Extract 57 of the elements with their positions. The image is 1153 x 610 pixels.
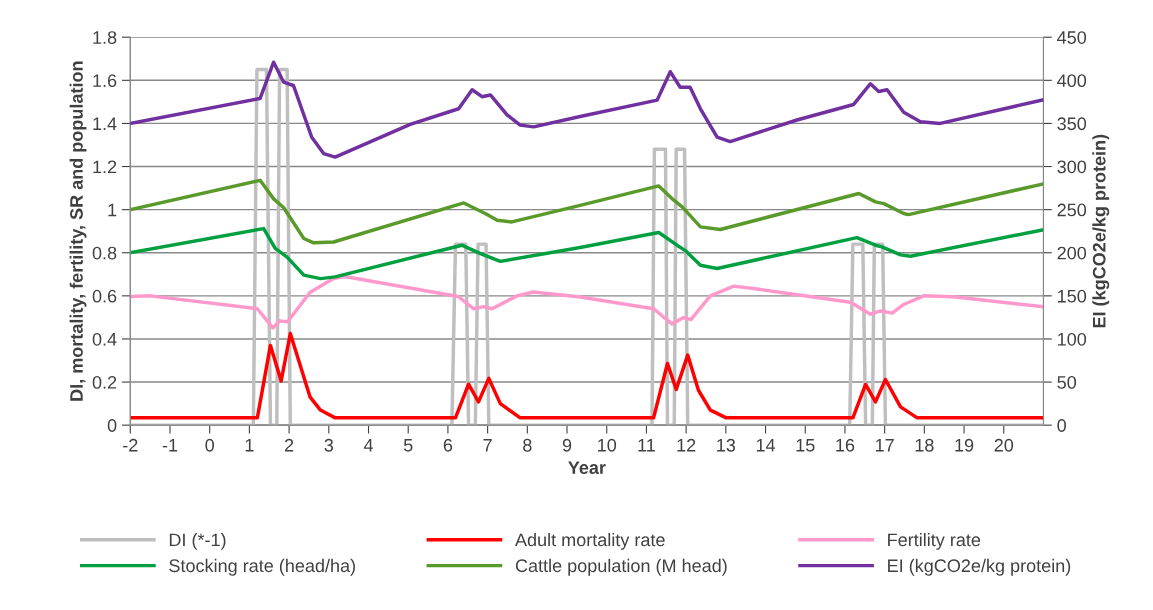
legend-label: Fertility rate bbox=[888, 533, 981, 550]
x-tick-label: 20 bbox=[994, 438, 1014, 452]
y-tick-label: 1.4 bbox=[93, 117, 117, 130]
x-tick-label: 3 bbox=[324, 438, 334, 452]
y-tick-label: 0.8 bbox=[92, 246, 117, 260]
y2-tick-label: 200 bbox=[1057, 246, 1087, 260]
y-tick-label: 0.2 bbox=[92, 376, 117, 389]
y2-tick-label: 100 bbox=[1058, 332, 1087, 346]
legend-label: Adult mortality rate bbox=[515, 533, 665, 550]
line-series bbox=[130, 178, 1044, 245]
y2-axis-title: EI (kgCO2e/kg protein) bbox=[1092, 134, 1110, 328]
legend-label: Stocking rate (head/ha) bbox=[169, 558, 355, 576]
x-tick-label: 4 bbox=[363, 439, 373, 452]
x-tick-label: -1 bbox=[162, 439, 178, 452]
x-axis-title: Year bbox=[568, 461, 606, 475]
x-tick-label: 8 bbox=[523, 438, 532, 452]
legend-label: Cattle population (M head) bbox=[515, 558, 727, 576]
y-axis-title: DI, mortality, fertility, SR and population bbox=[69, 61, 87, 401]
x-tick-label: 7 bbox=[483, 439, 492, 452]
x-tick-label: -2 bbox=[123, 438, 138, 452]
y-tick-label: 0 bbox=[107, 419, 117, 432]
y-tick-label: 0.4 bbox=[92, 332, 117, 346]
y2-tick-label: 300 bbox=[1057, 160, 1087, 174]
x-tick-label: 10 bbox=[598, 438, 617, 452]
x-tick-label: 11 bbox=[638, 439, 655, 452]
x-tick-label: 1 bbox=[245, 439, 254, 452]
legend-label: DI (*-1) bbox=[169, 533, 226, 550]
line-series bbox=[130, 226, 1044, 281]
y-tick-label: 1.6 bbox=[93, 74, 117, 88]
x-tick-label: 9 bbox=[562, 438, 572, 452]
y2-tick-label: 250 bbox=[1057, 203, 1087, 217]
x-tick-label: 13 bbox=[717, 438, 736, 452]
x-tick-label: 15 bbox=[796, 439, 815, 452]
x-tick-label: 6 bbox=[443, 438, 453, 452]
x-tick-label: 17 bbox=[875, 439, 894, 452]
y2-tick-label: 350 bbox=[1057, 117, 1087, 131]
y2-tick-label: 150 bbox=[1058, 289, 1087, 303]
x-tick-label: 5 bbox=[403, 439, 413, 452]
x-tick-label: 16 bbox=[836, 438, 855, 452]
y-tick-label: 1 bbox=[108, 203, 117, 217]
line-series bbox=[130, 60, 1044, 159]
y2-tick-label: 50 bbox=[1057, 376, 1077, 389]
line-series bbox=[130, 331, 1044, 420]
y2-tick-label: 0 bbox=[1057, 419, 1066, 432]
x-tick-label: 2 bbox=[284, 438, 294, 452]
line-series bbox=[130, 274, 1044, 330]
y-tick-label: 1.8 bbox=[93, 31, 117, 44]
x-tick-label: 18 bbox=[915, 438, 934, 452]
x-tick-label: 12 bbox=[677, 438, 696, 452]
y2-tick-label: 450 bbox=[1057, 31, 1087, 44]
y-tick-label: 1.2 bbox=[93, 160, 117, 174]
x-tick-label: 14 bbox=[756, 439, 776, 452]
x-tick-label: 0 bbox=[205, 438, 215, 452]
legend-label: EI (kgCO2e/kg protein) bbox=[888, 558, 1071, 576]
y-tick-label: 0.6 bbox=[92, 289, 117, 303]
y2-tick-label: 400 bbox=[1057, 74, 1087, 88]
x-tick-label: 19 bbox=[955, 438, 974, 452]
